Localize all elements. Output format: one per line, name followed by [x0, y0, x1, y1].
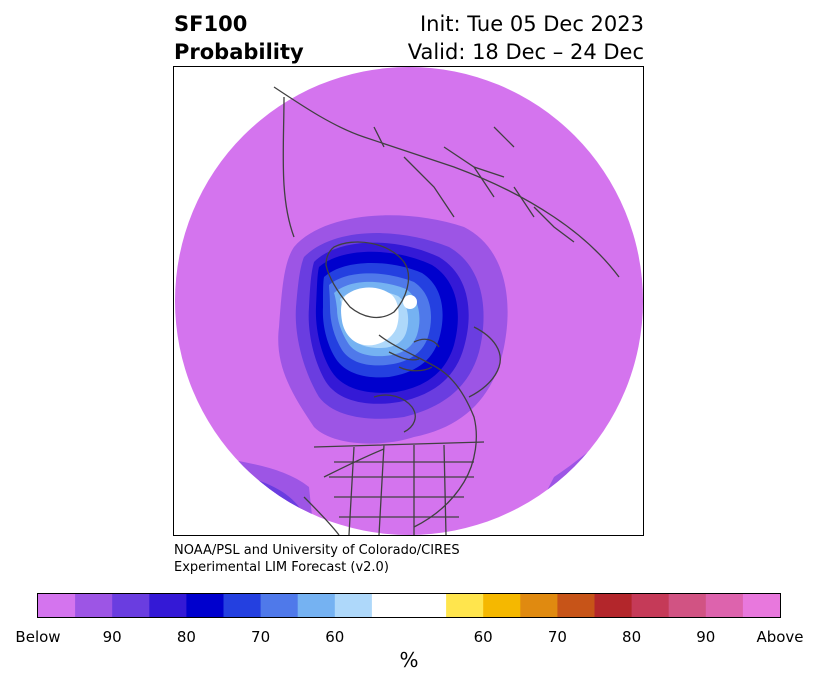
colorbar: [37, 593, 781, 618]
colorbar-tick-label: Above: [756, 628, 804, 646]
colorbar-tick-label: 60: [473, 628, 493, 646]
colorbar-swatch: [112, 594, 150, 617]
hudson-bay: [373, 394, 416, 433]
alaska-coast: [468, 326, 501, 398]
colorbar-tick-label: Below: [15, 628, 61, 646]
prob-contour-neutral-small: [403, 295, 417, 309]
colorbar-swatch: [520, 594, 558, 617]
colorbar-swatch: [38, 594, 76, 617]
map-panel: [173, 66, 644, 536]
colorbar-swatch: [260, 594, 299, 617]
colorbar-swatch: [223, 594, 262, 617]
colorbar-tick-label: 90: [696, 628, 716, 646]
colorbar-swatch: [149, 594, 187, 617]
arctic-islands: [388, 338, 440, 372]
colorbar-swatch: [742, 594, 780, 617]
colorbar-swatch: [446, 594, 484, 617]
credit-text: NOAA/PSL and University of Colorado/CIRE…: [174, 542, 460, 576]
colorbar-tick-label: 60: [325, 628, 345, 646]
greenland-coast: [325, 241, 410, 319]
colorbar-tick-label: 80: [176, 628, 196, 646]
colorbar-swatch: [594, 594, 633, 617]
colorbar-swatch: [371, 594, 447, 617]
colorbar-tick-label: 90: [102, 628, 122, 646]
eurasia-coast: [273, 86, 620, 278]
coastlines: [273, 86, 620, 535]
colorbar-swatch: [483, 594, 521, 617]
probability-title: Probability: [174, 40, 304, 64]
colorbar-swatch: [705, 594, 744, 617]
credit-line-2: Experimental LIM Forecast (v2.0): [174, 560, 389, 575]
colorbar-swatches: [38, 594, 780, 617]
colorbar-swatch: [75, 594, 113, 617]
colorbar-swatch: [631, 594, 670, 617]
title-right: Init: Tue 05 Dec 2023 Valid: 18 Dec – 24…: [408, 10, 644, 66]
colorbar-tick-label: 80: [622, 628, 642, 646]
credit-line-1: NOAA/PSL and University of Colorado/CIRE…: [174, 543, 460, 558]
variable-title: SF100: [174, 12, 248, 36]
colorbar-swatch: [334, 594, 373, 617]
colorbar-tick-label: 70: [251, 628, 271, 646]
colorbar-swatch: [297, 594, 336, 617]
colorbar-unit: %: [399, 648, 419, 672]
init-date: Init: Tue 05 Dec 2023: [419, 12, 644, 36]
colorbar-swatch: [668, 594, 707, 617]
us-borders: [313, 441, 485, 535]
colorbar-swatch: [557, 594, 595, 617]
title-left: SF100 Probability: [174, 10, 304, 66]
valid-dates: Valid: 18 Dec – 24 Dec: [407, 40, 644, 64]
polar-map: [175, 67, 643, 535]
colorbar-swatch: [186, 594, 224, 617]
europe-borders: [373, 126, 575, 243]
colorbar-tick-label: 70: [547, 628, 567, 646]
